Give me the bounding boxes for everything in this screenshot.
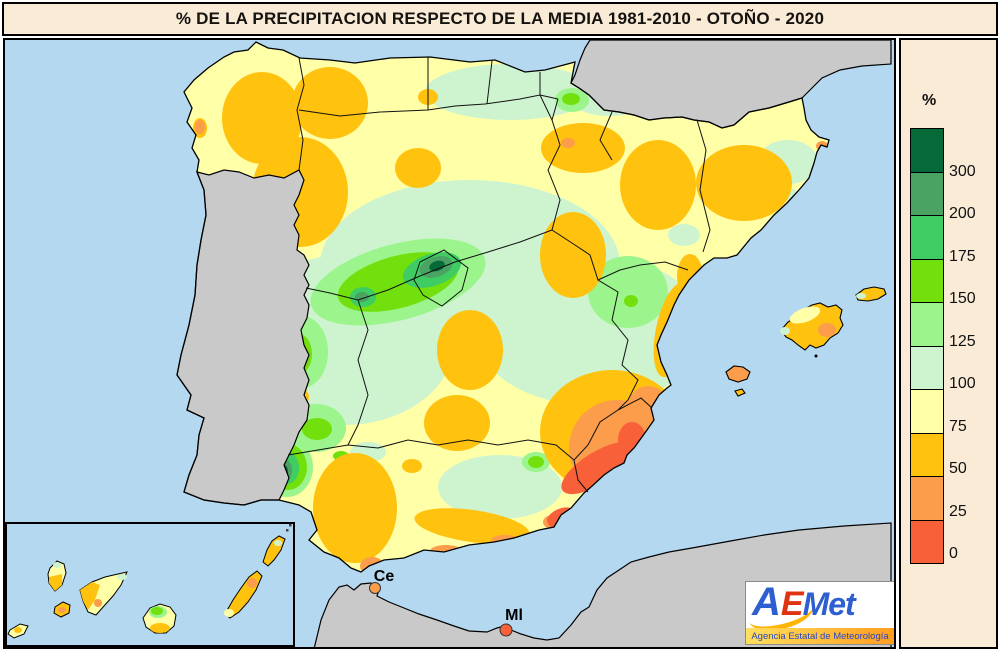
legend-swatch — [910, 519, 944, 564]
map-title: % DE LA PRECIPITACION RESPECTO DE LA MED… — [175, 9, 825, 28]
legend-value: 200 — [949, 205, 976, 222]
legend-swatch — [910, 476, 944, 521]
legend-value: 100 — [949, 375, 976, 392]
aemet-logo: AEMet Agencia Estatal de Meteorología — [745, 581, 894, 645]
legend-value: 25 — [949, 502, 967, 520]
logo-tagline-band: Agencia Estatal de Meteorología — [746, 628, 894, 644]
logo-letter: A — [752, 581, 781, 624]
legend-panel: % 300 200 175 150 125 100 75 50 25 0 — [899, 38, 998, 649]
canary-islands-inset — [5, 522, 295, 647]
legend-value: 50 — [949, 460, 967, 477]
logo-letter: E — [780, 585, 804, 623]
precipitation-map: Ce Ml — [5, 40, 894, 647]
legend-swatch — [910, 128, 944, 173]
legend-value: 0 — [949, 545, 958, 562]
logo-name: AEMet — [752, 581, 890, 626]
balearic-islands — [725, 286, 887, 397]
map-area: Ce Ml AEMet Agencia Estatal de Meteorolo… — [3, 38, 896, 649]
title-bar: % DE LA PRECIPITACION RESPECTO DE LA MED… — [2, 2, 998, 36]
legend-swatch — [910, 432, 944, 477]
logo-tagline: Agencia Estatal de Meteorología — [751, 630, 889, 642]
ceuta-marker: Ce — [369, 568, 395, 594]
region-boundaries — [287, 57, 711, 493]
ceuta-label: Ce — [374, 568, 395, 585]
legend-value: 150 — [949, 290, 976, 307]
legend-unit: % — [922, 92, 937, 109]
legend-swatch — [910, 389, 944, 434]
melilla-marker: Ml — [499, 607, 523, 637]
legend-scale — [910, 128, 944, 564]
legend-value: 175 — [949, 247, 976, 265]
legend-swatch — [910, 258, 944, 303]
legend-swatch — [910, 302, 944, 347]
iberian-coastline — [176, 41, 830, 573]
legend-value: 125 — [949, 332, 976, 350]
logo-letter: Met — [802, 586, 856, 622]
legend-value: 300 — [949, 162, 976, 180]
melilla-label: Ml — [505, 607, 523, 624]
legend-swatch — [910, 215, 944, 260]
legend-value: 75 — [949, 417, 967, 435]
legend-swatch — [910, 345, 944, 390]
legend-swatch — [910, 171, 944, 216]
